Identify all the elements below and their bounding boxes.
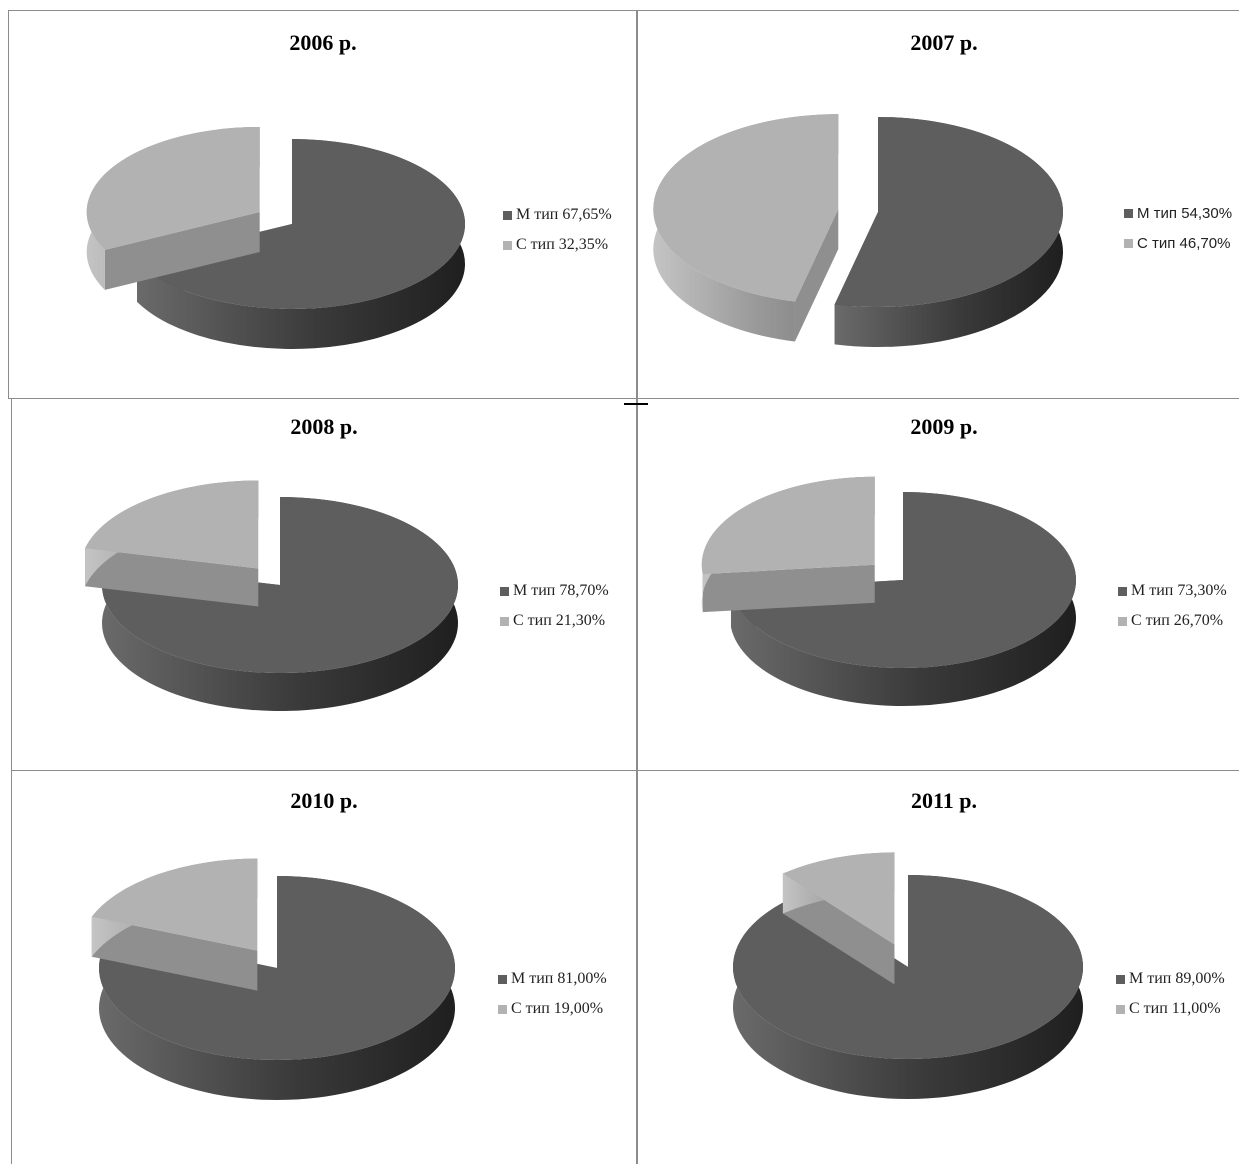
chart-legend: М тип 67,65% С тип 32,35%	[503, 200, 612, 260]
pie-top	[730, 492, 1076, 668]
legend-swatch-c	[1124, 238, 1133, 248]
pie-top	[137, 139, 465, 310]
pie-chart-2011	[733, 852, 1083, 1099]
legend-label-m: М тип 73,30%	[1131, 582, 1227, 599]
legend-item-c: С тип 21,30%	[500, 606, 609, 636]
chart-panel-2006: 2006 р. М тип 67,65% С тип 32,35%	[10, 12, 636, 398]
chart-title: 2010 р.	[290, 788, 358, 813]
grid-line-row1	[8, 398, 1239, 399]
legend-swatch-c	[498, 1004, 507, 1014]
legend-swatch-m	[1118, 586, 1127, 596]
pie-wall	[104, 211, 260, 290]
legend-swatch-c	[500, 616, 509, 626]
pie-chart-2008	[85, 480, 459, 711]
chart-title: 2007 р.	[910, 30, 978, 55]
pie-slice-m	[834, 117, 1063, 347]
pie-wall	[91, 916, 258, 991]
legend-item-m: М тип 67,65%	[503, 200, 612, 230]
pie-slice-c	[85, 480, 259, 607]
pie-top	[653, 114, 839, 302]
pie-slice-c	[653, 114, 839, 342]
pie-top	[98, 876, 455, 1060]
legend-swatch-m	[500, 586, 509, 596]
chart-legend: М тип 89,00% С тип 11,00%	[1116, 964, 1225, 1024]
chart-panel-2009: 2009 р. М тип 73,30% С тип 26,70%	[638, 400, 1239, 770]
legend-item-m: М тип 81,00%	[498, 964, 607, 994]
legend-label-c: С тип 21,30%	[513, 612, 606, 629]
legend-item-c: С тип 11,00%	[1116, 994, 1225, 1024]
pie-wall	[85, 548, 259, 607]
pie-chart-2007	[653, 114, 1063, 347]
legend-swatch-c	[1116, 1004, 1125, 1014]
chart-title: 2008 р.	[290, 414, 358, 439]
pie-top	[834, 117, 1063, 307]
legend-item-c: С тип 26,70%	[1118, 606, 1227, 636]
pie-slice-c	[782, 852, 895, 985]
pie-top	[85, 480, 259, 569]
chart-panel-2011: 2011 р. М тип 89,00% С тип 11,00%	[638, 772, 1239, 1164]
pie-chart-2009	[701, 476, 1076, 706]
legend-label-c: С тип 32,35%	[516, 236, 609, 253]
pie-chart-2006	[86, 126, 465, 349]
legend-label-c: С тип 26,70%	[1131, 612, 1224, 629]
pie-top	[91, 858, 258, 951]
legend-swatch-c	[503, 240, 512, 250]
chart-legend: М тип 78,70% С тип 21,30%	[500, 576, 609, 636]
legend-label-m: М тип 78,70%	[513, 582, 609, 599]
chart-legend: М тип 73,30% С тип 26,70%	[1118, 576, 1227, 636]
chart-title: 2009 р.	[910, 414, 978, 439]
legend-label-c: С тип 46,70%	[1137, 234, 1231, 252]
grid-line-vertical	[636, 10, 638, 1164]
pie-wall	[794, 209, 839, 342]
legend-item-m: М тип 73,30%	[1118, 576, 1227, 606]
legend-label-c: С тип 19,00%	[511, 1000, 604, 1017]
legend-swatch-m	[503, 210, 512, 220]
pie-chart-2010	[91, 858, 455, 1100]
legend-label-m: М тип 67,65%	[516, 206, 612, 223]
grid-line-left-mid	[11, 398, 12, 1164]
legend-swatch-m	[1116, 974, 1125, 984]
chart-panel-2010: 2010 р. М тип 81,00% С тип 19,00%	[12, 772, 636, 1164]
grid-line-left-top	[8, 10, 9, 398]
chart-title: 2006 р.	[289, 30, 357, 55]
legend-swatch-m	[1124, 208, 1133, 218]
legend-item-c: С тип 32,35%	[503, 230, 612, 260]
legend-swatch-c	[1118, 616, 1127, 626]
legend-label-m: М тип 54,30%	[1137, 204, 1233, 222]
legend-item-m: М тип 89,00%	[1116, 964, 1225, 994]
chart-legend: М тип 54,30% С тип 46,70%	[1124, 198, 1232, 258]
grid-line-top	[8, 10, 1239, 11]
legend-label-m: М тип 89,00%	[1129, 970, 1225, 987]
chart-panel-2007: 2007 р. М тип 54,30% С тип 46,70%	[638, 12, 1239, 398]
legend-swatch-m	[498, 974, 507, 984]
legend-label-m: М тип 81,00%	[511, 970, 607, 987]
pie-top	[782, 852, 895, 945]
chart-legend: М тип 81,00% С тип 19,00%	[498, 964, 607, 1024]
chart-panel-2008: 2008 р. М тип 78,70% С тип 21,30%	[12, 400, 636, 770]
pie-slice-c	[701, 476, 875, 613]
pie-wall	[702, 564, 875, 613]
grid-tick	[624, 403, 648, 405]
legend-label-c: С тип 11,00%	[1129, 1000, 1221, 1017]
pie-slice-c	[86, 126, 260, 290]
legend-item-m: М тип 78,70%	[500, 576, 609, 606]
pie-slice-c	[91, 858, 258, 991]
pie-top	[86, 126, 260, 250]
chart-title: 2011 р.	[910, 788, 978, 813]
legend-item-c: С тип 46,70%	[1124, 228, 1232, 258]
grid-line-row2	[11, 770, 1239, 771]
pie-top	[101, 497, 459, 673]
pie-top	[701, 476, 875, 575]
legend-item-c: С тип 19,00%	[498, 994, 607, 1024]
legend-item-m: М тип 54,30%	[1124, 198, 1232, 228]
